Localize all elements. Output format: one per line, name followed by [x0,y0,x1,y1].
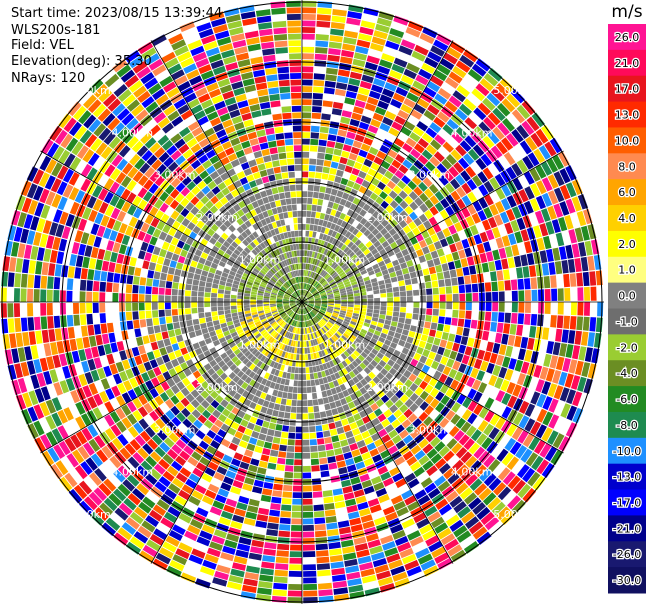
range-ring-label: 1.00km [324,254,366,267]
colorbar-cell [608,567,646,594]
range-ring-label: 2.00km [196,211,238,224]
colorbar-cell [608,541,646,568]
colorbar-tick-label: 0.0 [618,290,636,303]
colorbar-tick-label: 13.0 [615,109,640,122]
colorbar-tick-label: -21.0 [613,522,641,535]
range-ring-label: 2.00km [366,381,408,394]
range-ring-label: 3.00km [409,169,451,182]
colorbar-cell [608,489,646,516]
range-ring-label: 1.00km [324,338,366,351]
colorbar-cell [608,437,646,465]
range-ring-label: 4.00km [451,466,493,479]
start-time-label: Start time: 2023/08/15 13:39:44 [11,6,223,21]
colorbar-cell [608,101,646,128]
range-ring-label: 1.00km [239,338,281,351]
azimuth-spoke [301,150,564,303]
colorbar-tick-label: 8.0 [618,160,636,173]
colorbar-tick-label: 26.0 [615,31,640,44]
range-ring-label: 1.00km [239,254,281,267]
range-ring-label: 3.00km [409,423,451,436]
range-ring-label: 3.00km [154,423,196,436]
range-ring-label: 4.00km [112,126,154,139]
colorbar-cell [608,75,646,103]
colorbar-cell [608,205,646,232]
colorbar-tick-label: 6.0 [618,186,636,199]
azimuth-spoke [301,301,564,454]
azimuth-spoke [301,301,454,564]
colorbar-tick-label: 10.0 [615,134,640,147]
colorbar-cell [608,230,646,258]
colorbar-cells [608,24,646,594]
colorbar-tick-label: 17.0 [615,83,640,96]
colorbar-cell [608,515,646,542]
colorbar-cell [608,49,646,77]
elevation-label: Elevation(deg): 35.30 [11,54,152,69]
colorbar-tick-label: -4.0 [616,367,637,380]
colorbar-tick-label: -30.0 [613,574,641,587]
colorbar-cell [608,24,646,51]
range-ring-label: 2.00km [366,211,408,224]
range-ring-label: 5.00km [493,508,535,521]
colorbar-tick-label: -17.0 [613,496,641,509]
colorbar-tick-label: -13.0 [613,471,641,484]
colorbar-cell [608,411,646,439]
range-ring-label: 4.00km [451,126,493,139]
nrays-label: NRays: 120 [11,71,86,86]
colorbar-cell [608,179,646,206]
colorbar-cell [608,386,646,413]
range-ring-label: 2.00km [196,381,238,394]
range-ring-label: 4.00km [112,466,154,479]
colorbar-tick-label: -6.0 [616,393,637,406]
range-ring-labels: 1.00km 1.00km 1.00km 1.00km 2.00km 2.00km 2.00… [69,84,535,521]
azimuth-spoke [301,40,454,303]
colorbar-cell [608,256,646,284]
azimuth-spoke [150,301,303,564]
azimuth-spoke [40,301,303,454]
colorbar-cell [608,127,646,154]
colorbar-tick-label: 4.0 [618,212,636,225]
colorbar-tick-labels: 26.0 21.0 17.0 13.0 10.0 8.0 6.0 4.0 2.0 1.0 0.0 -1… [612,30,643,589]
range-ring-label: 5.00km [69,84,111,97]
colorbar-cell [608,308,646,335]
azimuth-spokes [0,0,604,604]
colorbar-cell [608,334,646,361]
range-ring-label: 5.00km [69,508,111,521]
colorbar-cell [608,360,646,387]
colorbar-tick-label: -1.0 [616,315,637,328]
range-ring-label: 3.00km [154,169,196,182]
colorbar-tick-label: -2.0 [616,341,637,354]
colorbar-tick-label: -10.0 [613,445,641,458]
colorbar-unit-label: m/s [611,2,642,22]
range-ring-label: 5.00km [493,84,535,97]
colorbar-cell [608,282,646,309]
colorbar-cell [608,153,646,180]
azimuth-spoke [40,150,303,303]
colorbar-cell [608,463,646,491]
instrument-label: WLS200s-181 [11,23,101,38]
azimuth-spoke [150,40,303,303]
colorbar-tick-label: 2.0 [618,238,636,251]
colorbar-tick-label: 21.0 [615,57,640,70]
field-label: Field: VEL [11,38,74,53]
colorbar-tick-label: -8.0 [616,419,637,432]
velocity-gates [0,0,604,604]
colorbar-tick-label: 1.0 [618,264,636,277]
radar-ppi-plot: 1.00km 1.00km 1.00km 1.00km 2.00km 2.00km 2.00… [0,0,604,604]
colorbar-tick-label: -26.0 [613,548,641,561]
